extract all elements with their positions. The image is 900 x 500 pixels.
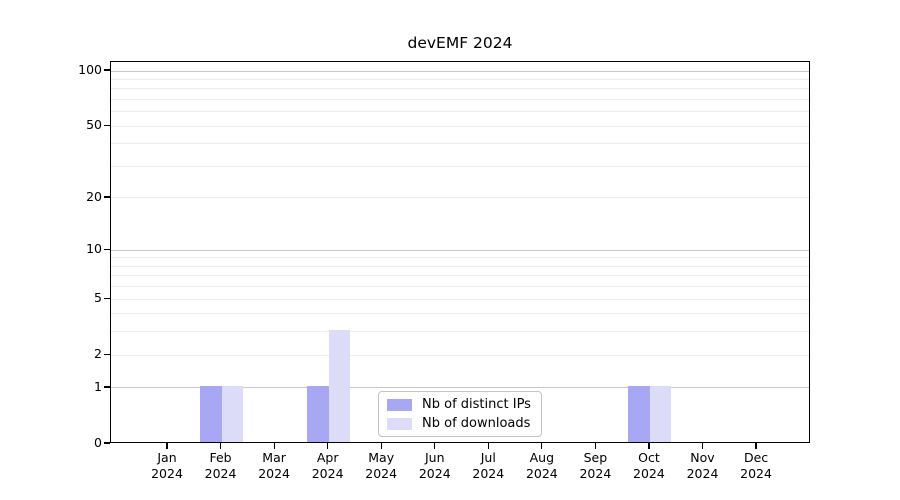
y-axis-tick bbox=[104, 353, 110, 355]
legend-swatch bbox=[387, 398, 412, 411]
x-tick-month: Jan bbox=[157, 450, 177, 465]
x-tick-year: 2024 bbox=[472, 465, 505, 481]
minor-gridline bbox=[111, 265, 809, 267]
x-tick-label: Feb 2024 bbox=[189, 450, 253, 481]
bar-nb-of-distinct-ips-3 bbox=[307, 385, 329, 442]
x-tick-label: Apr 2024 bbox=[296, 450, 360, 481]
x-axis-tick bbox=[594, 443, 596, 449]
minor-gridline bbox=[111, 197, 809, 199]
x-tick-label: Jul 2024 bbox=[456, 450, 520, 481]
x-axis-tick bbox=[755, 443, 757, 449]
x-tick-month: Apr bbox=[316, 450, 339, 465]
x-tick-month: Mar bbox=[262, 450, 286, 465]
x-tick-label: Jun 2024 bbox=[403, 450, 467, 481]
minor-gridline bbox=[111, 165, 809, 167]
x-tick-label: Oct 2024 bbox=[617, 450, 681, 481]
legend: Nb of distinct IPs Nb of downloads bbox=[378, 391, 542, 437]
x-tick-label: Mar 2024 bbox=[242, 450, 306, 481]
y-tick-label: 5 bbox=[94, 290, 102, 306]
minor-gridline bbox=[111, 275, 809, 277]
x-tick-label: Aug 2024 bbox=[510, 450, 574, 481]
minor-gridline bbox=[111, 98, 809, 100]
x-tick-year: 2024 bbox=[740, 465, 772, 481]
x-tick-month: Sep bbox=[583, 450, 608, 465]
minor-gridline bbox=[111, 125, 809, 127]
y-axis-tick bbox=[104, 248, 110, 250]
x-axis-tick bbox=[380, 443, 382, 449]
x-tick-month: Nov bbox=[690, 450, 715, 465]
x-tick-year: 2024 bbox=[418, 465, 451, 481]
chart-title: devEMF 2024 bbox=[407, 34, 513, 52]
x-tick-year: 2024 bbox=[311, 465, 344, 481]
legend-swatch bbox=[387, 417, 412, 430]
bar-nb-of-downloads-9 bbox=[649, 385, 672, 442]
x-tick-month: Jul bbox=[480, 450, 496, 465]
y-tick-label: 2 bbox=[94, 346, 102, 362]
x-tick-label: Sep 2024 bbox=[563, 450, 627, 481]
x-axis-tick bbox=[166, 443, 168, 449]
x-tick-year: 2024 bbox=[258, 465, 290, 481]
y-tick-label: 0 bbox=[94, 435, 102, 450]
minor-gridline bbox=[111, 257, 809, 259]
minor-gridline bbox=[111, 78, 809, 80]
bar-nb-of-distinct-ips-1 bbox=[200, 385, 222, 442]
x-tick-label: Dec 2024 bbox=[724, 450, 788, 481]
x-tick-year: 2024 bbox=[525, 465, 558, 481]
x-axis-tick bbox=[648, 443, 650, 449]
y-tick-label: 10 bbox=[86, 241, 102, 257]
x-axis-tick bbox=[327, 443, 329, 449]
x-tick-year: 2024 bbox=[686, 465, 719, 481]
y-tick-label: 20 bbox=[86, 188, 102, 204]
major-gridline bbox=[111, 387, 809, 389]
x-tick-year: 2024 bbox=[151, 465, 183, 481]
legend-item-label: Nb of distinct IPs bbox=[422, 397, 531, 412]
legend-item: Nb of distinct IPs bbox=[387, 397, 531, 412]
x-tick-month: Feb bbox=[209, 450, 232, 465]
minor-gridline bbox=[111, 331, 809, 333]
plot-area bbox=[110, 61, 810, 443]
x-tick-month: Oct bbox=[638, 450, 660, 465]
major-gridline bbox=[111, 70, 809, 72]
minor-gridline bbox=[111, 286, 809, 288]
y-tick-label: 1 bbox=[94, 378, 102, 394]
x-axis-tick bbox=[701, 443, 704, 449]
x-axis-tick bbox=[434, 443, 436, 449]
x-tick-label: May 2024 bbox=[349, 450, 413, 481]
y-axis-tick bbox=[104, 124, 110, 126]
x-tick-label: Nov 2024 bbox=[671, 450, 735, 481]
bar-nb-of-downloads-3 bbox=[328, 329, 351, 442]
x-axis-tick bbox=[219, 443, 222, 449]
x-axis-tick bbox=[273, 443, 275, 449]
minor-gridline bbox=[111, 111, 809, 113]
x-axis-tick bbox=[541, 443, 543, 449]
minor-gridline bbox=[111, 143, 809, 145]
bar-nb-of-downloads-1 bbox=[221, 385, 244, 442]
minor-gridline bbox=[111, 354, 809, 356]
bar-nb-of-distinct-ips-9 bbox=[628, 385, 650, 442]
x-tick-year: 2024 bbox=[365, 465, 398, 481]
x-tick-label: Jan 2024 bbox=[135, 450, 199, 481]
y-axis-tick bbox=[104, 297, 110, 299]
x-tick-month: Jun bbox=[424, 450, 445, 465]
x-tick-year: 2024 bbox=[204, 465, 237, 481]
legend-item: Nb of downloads bbox=[387, 416, 531, 431]
x-tick-month: Aug bbox=[529, 450, 555, 465]
y-axis-tick bbox=[104, 69, 110, 71]
minor-gridline bbox=[111, 298, 809, 300]
y-tick-label: 50 bbox=[86, 117, 102, 133]
x-tick-year: 2024 bbox=[579, 465, 612, 481]
y-tick-label: 100 bbox=[78, 62, 102, 77]
legend-item-label: Nb of downloads bbox=[422, 416, 531, 431]
x-axis-tick bbox=[487, 443, 489, 449]
y-axis-tick bbox=[104, 196, 110, 198]
x-tick-month: May bbox=[368, 450, 395, 465]
x-tick-year: 2024 bbox=[633, 465, 665, 481]
x-tick-month: Dec bbox=[743, 450, 769, 465]
minor-gridline bbox=[111, 313, 809, 315]
minor-gridline bbox=[111, 88, 809, 90]
y-axis-tick bbox=[104, 386, 110, 388]
y-axis-tick bbox=[104, 442, 110, 444]
major-gridline bbox=[111, 249, 809, 251]
